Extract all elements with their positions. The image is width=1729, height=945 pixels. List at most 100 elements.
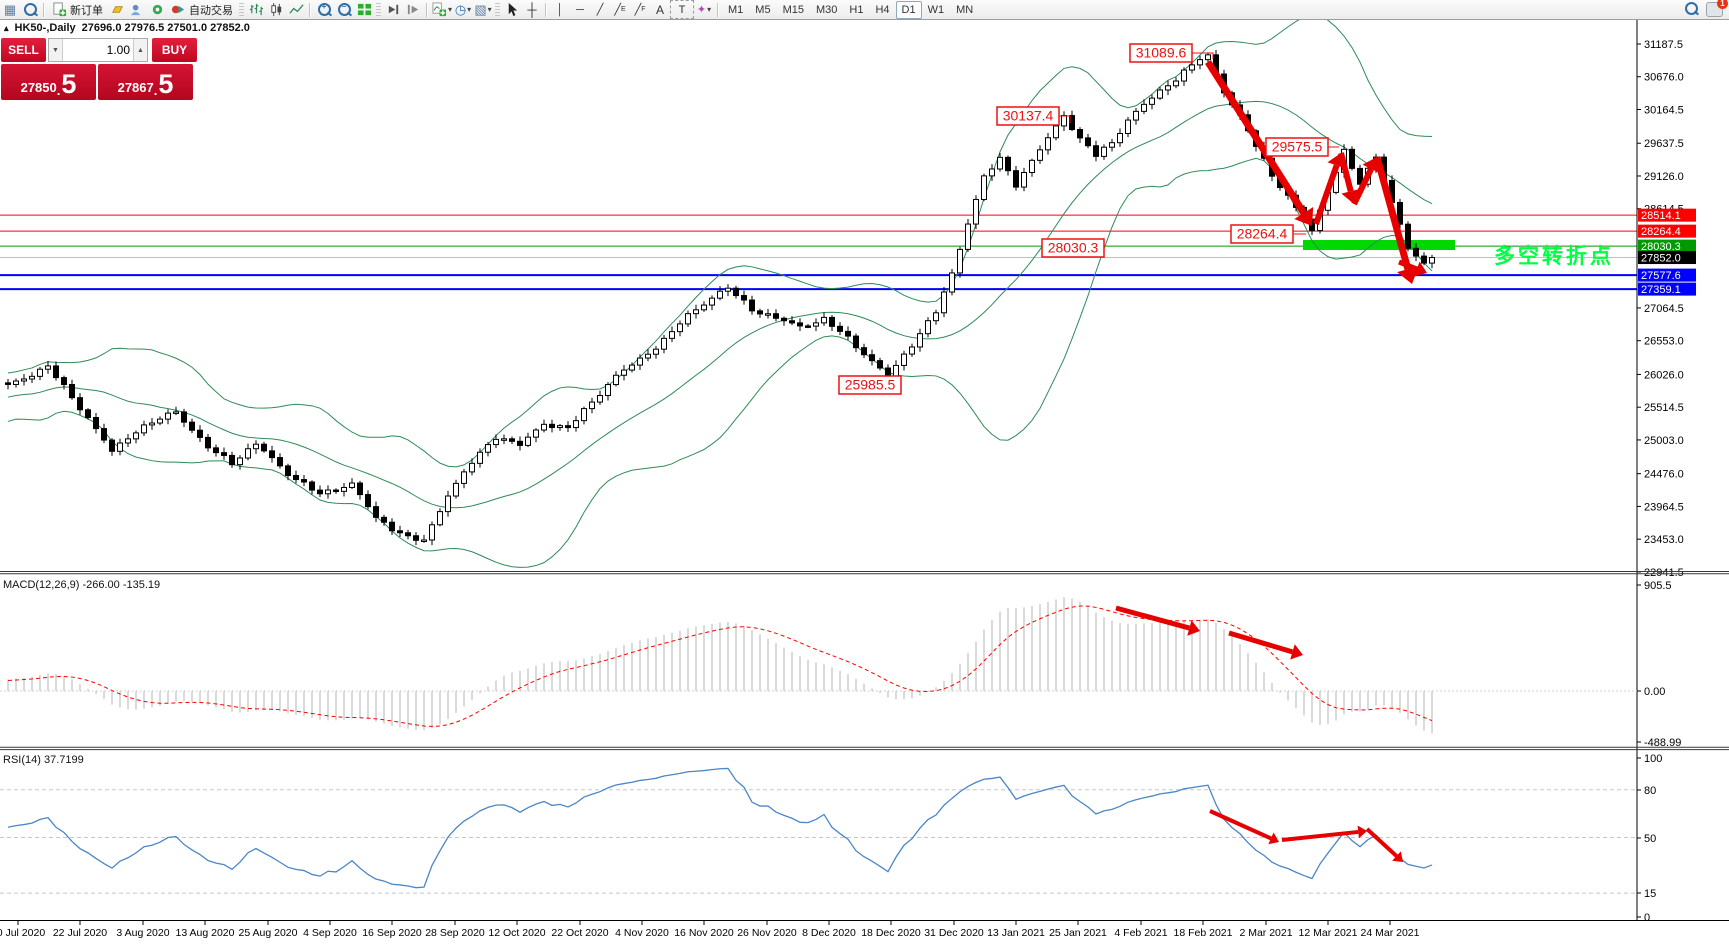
arrows-caret-icon: ▾ <box>707 5 712 14</box>
volume-decrease-button[interactable]: ▼ <box>49 39 63 61</box>
svg-text:30137.4: 30137.4 <box>1003 108 1054 124</box>
svg-text:31 Dec 2020: 31 Dec 2020 <box>924 927 984 939</box>
chart-shift-icon[interactable] <box>403 1 423 18</box>
chart-text-annotation[interactable]: 多空转折点 <box>1494 245 1614 268</box>
svg-text:29575.5: 29575.5 <box>1272 139 1323 155</box>
ask-price-main: 27867 <box>117 80 154 95</box>
volume-input[interactable] <box>63 39 133 61</box>
horizontal-line-tool-icon[interactable]: ─ <box>576 3 584 16</box>
zoom-out-icon[interactable]: − <box>334 1 354 18</box>
chart-window-icon[interactable]: ▦ <box>3 1 17 17</box>
indicators-caret-icon: ▾ <box>448 5 453 14</box>
auto-trading-button[interactable]: 自动交易 <box>167 1 237 18</box>
svg-text:29637.5: 29637.5 <box>1644 138 1684 150</box>
svg-text:27577.6: 27577.6 <box>1641 270 1681 282</box>
svg-text:22 Oct 2020: 22 Oct 2020 <box>551 927 608 939</box>
search-icon[interactable] <box>1685 1 1698 18</box>
svg-text:905.5: 905.5 <box>1644 580 1672 592</box>
trendline-tool-icon[interactable]: ╱ <box>596 4 604 16</box>
svg-text:26026.0: 26026.0 <box>1644 369 1684 381</box>
bid-price-tile[interactable]: 27850. 5 <box>1 64 96 100</box>
label-tool-icon[interactable]: T <box>670 0 695 19</box>
svg-text:30164.5: 30164.5 <box>1644 104 1684 116</box>
timeframe-mn[interactable]: MN <box>956 3 974 16</box>
svg-text:0.00: 0.00 <box>1644 686 1665 698</box>
vertical-line-tool-icon[interactable]: │ <box>556 3 564 16</box>
crosshair-icon[interactable]: ┼ <box>527 2 537 17</box>
timeframe-m15[interactable]: M15 <box>782 3 804 16</box>
svg-text:27359.1: 27359.1 <box>1641 284 1681 296</box>
cursor-icon[interactable] <box>502 1 522 18</box>
main-toolbar: ▦ 新订单 自动交易 + − <box>0 0 1729 20</box>
collapse-triangle-icon[interactable]: ▴ <box>4 22 9 33</box>
new-order-icon <box>53 2 67 17</box>
template-caret-icon: ▾ <box>487 5 492 14</box>
toolbar-separator <box>717 2 720 17</box>
timeframe-h4[interactable]: H4 <box>875 3 890 16</box>
channel-tool-icon[interactable]: ╱ E <box>614 4 626 16</box>
volume-increase-button[interactable]: ▲ <box>133 39 147 61</box>
chart-canvas[interactable]: 31089.6 30137.4 29575.5 28264.4 28030.3 25985… <box>0 19 1729 945</box>
volume-stepper: ▼ ▲ <box>48 38 148 62</box>
svg-text:8 Dec 2020: 8 Dec 2020 <box>802 927 856 939</box>
candlestick-icon[interactable] <box>266 1 286 18</box>
svg-text:25 Aug 2020: 25 Aug 2020 <box>239 927 298 939</box>
chart-ohlc-values: 27696.0 27976.5 27501.0 27852.0 <box>81 22 250 34</box>
svg-text:12 Oct 2020: 12 Oct 2020 <box>488 927 545 939</box>
svg-text:10 Jul 2020: 10 Jul 2020 <box>0 927 45 939</box>
timeframe-m5[interactable]: M5 <box>755 3 771 16</box>
svg-text:4 Feb 2021: 4 Feb 2021 <box>1114 927 1167 939</box>
svg-text:13 Aug 2020: 13 Aug 2020 <box>176 927 235 939</box>
period-icon[interactable]: ◷ ▾ <box>454 1 472 17</box>
arrows-tool-icon[interactable]: ✦ ▾ <box>696 4 712 16</box>
macd-indicator-label: MACD(12,26,9) -266.00 -135.19 <box>3 579 161 591</box>
notification-badge: 1 <box>1717 0 1728 9</box>
toolbar-separator <box>309 2 311 17</box>
bar-chart-icon[interactable] <box>246 1 266 18</box>
svg-text:31187.5: 31187.5 <box>1644 39 1683 51</box>
timeframe-m1[interactable]: M1 <box>728 3 744 16</box>
svg-text:18 Dec 2020: 18 Dec 2020 <box>861 927 921 939</box>
template-icon[interactable]: ▧ ▾ <box>474 1 492 17</box>
svg-text:23964.5: 23964.5 <box>1644 501 1684 513</box>
svg-text:3 Aug 2020: 3 Aug 2020 <box>116 927 169 939</box>
svg-text:15: 15 <box>1644 888 1656 900</box>
new-order-button[interactable]: 新订单 <box>48 1 107 18</box>
timeframe-w1[interactable]: W1 <box>927 3 945 16</box>
sell-button[interactable]: SELL <box>1 38 46 62</box>
svg-text:13 Jan 2021: 13 Jan 2021 <box>987 927 1045 939</box>
fibonacci-tool-icon[interactable]: ╱ F <box>634 4 646 16</box>
market-icon[interactable] <box>107 1 127 18</box>
new-order-label: 新订单 <box>70 4 103 17</box>
timeframe-m30[interactable]: M30 <box>815 3 838 16</box>
svg-text:28 Sep 2020: 28 Sep 2020 <box>425 927 485 939</box>
ask-price-tile[interactable]: 27867. 5 <box>98 64 193 100</box>
zoom-in-icon[interactable]: + <box>314 1 334 18</box>
svg-text:27852.0: 27852.0 <box>1641 253 1681 265</box>
svg-text:28264.4: 28264.4 <box>1641 226 1681 238</box>
toolbar-grip <box>239 2 244 17</box>
svg-text:-488.99: -488.99 <box>1644 737 1681 749</box>
indicators-icon[interactable]: ▾ <box>431 1 453 18</box>
zoom-preview-icon[interactable] <box>20 1 40 18</box>
period-caret-icon: ▾ <box>467 5 472 14</box>
svg-text:22941.5: 22941.5 <box>1644 567 1684 579</box>
auto-scroll-icon[interactable] <box>383 1 403 18</box>
one-click-trading-panel: SELL ▼ ▲ BUY 27850.5 27867.5 <box>1 38 197 100</box>
timeframe-d1[interactable]: D1 <box>895 0 922 19</box>
bid-price-main: 27850 <box>20 80 57 95</box>
notifications-icon[interactable]: 1 <box>1706 0 1728 17</box>
webinar-icon[interactable] <box>147 1 167 18</box>
svg-text:22 Jul 2020: 22 Jul 2020 <box>53 927 107 939</box>
buy-button[interactable]: BUY <box>152 38 197 62</box>
community-icon[interactable] <box>127 1 147 18</box>
svg-text:4 Nov 2020: 4 Nov 2020 <box>615 927 669 939</box>
text-tool-icon[interactable]: A <box>656 2 665 17</box>
timeframe-h1[interactable]: H1 <box>849 3 864 16</box>
line-chart-icon[interactable] <box>286 1 306 18</box>
chart-title: ▴ HK50-,Daily 27696.0 27976.5 27501.0 27… <box>4 22 250 34</box>
tile-windows-icon[interactable] <box>354 1 374 18</box>
svg-text:25514.5: 25514.5 <box>1644 402 1684 414</box>
svg-text:0: 0 <box>1644 912 1650 924</box>
toolbar-grip <box>495 2 501 17</box>
